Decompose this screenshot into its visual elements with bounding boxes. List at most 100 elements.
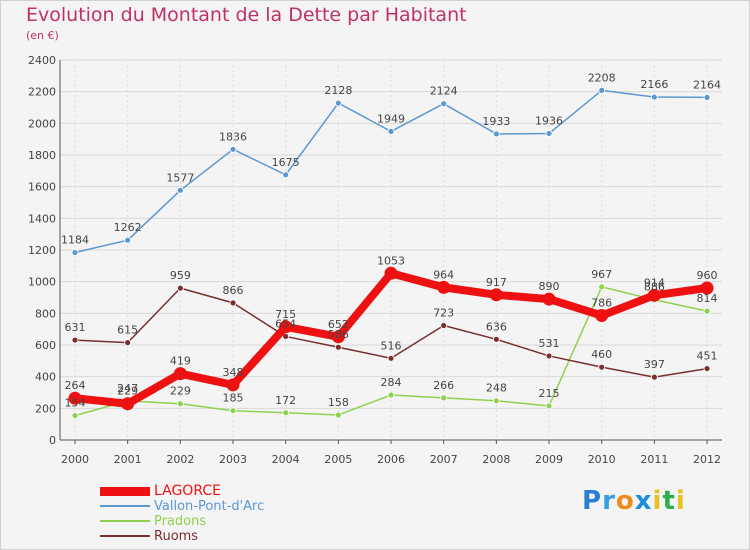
y-tick-label: 1600 — [28, 181, 56, 194]
x-tick-label: 2001 — [114, 453, 142, 466]
y-tick-label: 1000 — [28, 276, 56, 289]
y-tick-label: 600 — [35, 339, 56, 352]
data-label-lagorce: 715 — [275, 308, 296, 321]
data-label-ruoms: 631 — [65, 321, 86, 334]
x-tick-label: 2010 — [588, 453, 616, 466]
data-label-lagorce: 229 — [117, 385, 138, 398]
data-point-ruoms — [703, 365, 711, 372]
data-point-ruoms — [71, 336, 79, 344]
series-layer — [68, 87, 714, 420]
data-label-lagorce: 890 — [539, 280, 560, 293]
data-label-ruoms: 723 — [433, 307, 454, 320]
proxiti-logo: Proxiti — [582, 486, 686, 516]
data-point-vallon-pont-d-arc — [703, 93, 711, 101]
data-point-pradons — [229, 407, 237, 415]
data-point-lagorce — [595, 309, 609, 323]
data-point-ruoms — [176, 284, 184, 292]
data-label-pradons: 247 — [117, 382, 138, 395]
data-label-vallon-pont-d-arc: 1836 — [219, 130, 247, 143]
data-label-vallon-pont-d-arc: 2128 — [324, 84, 352, 97]
data-point-ruoms — [440, 322, 448, 329]
data-point-pradons — [545, 402, 553, 410]
data-label-lagorce: 786 — [591, 297, 612, 310]
logo-letter: x — [634, 486, 653, 516]
data-label-lagorce: 419 — [170, 355, 191, 368]
data-point-lagorce — [489, 288, 503, 302]
data-label-pradons: 248 — [486, 382, 507, 395]
legend-swatch-ruoms — [100, 535, 150, 537]
data-point-ruoms — [545, 352, 553, 360]
data-label-vallon-pont-d-arc: 1262 — [114, 221, 142, 234]
data-label-lagorce: 964 — [433, 268, 454, 281]
data-label-ruoms: 636 — [486, 320, 507, 333]
logo-letter: i — [675, 486, 686, 516]
y-tick-label: 1200 — [28, 244, 56, 257]
data-point-vallon-pont-d-arc — [387, 128, 395, 135]
data-point-lagorce — [226, 378, 240, 392]
data-label-ruoms: 866 — [223, 284, 244, 297]
data-label-vallon-pont-d-arc: 1933 — [482, 115, 510, 128]
y-tick-label: 2200 — [28, 86, 56, 99]
data-label-vallon-pont-d-arc: 2164 — [693, 78, 721, 91]
data-point-ruoms — [387, 354, 395, 362]
x-tick-label: 2003 — [219, 453, 247, 466]
data-point-ruoms — [492, 335, 500, 343]
legend-label-lagorce: LAGORCE — [154, 483, 221, 499]
data-label-lagorce: 1053 — [377, 254, 405, 267]
data-label-pradons: 158 — [328, 396, 349, 409]
data-label-pradons: 185 — [223, 392, 244, 405]
data-point-lagorce — [68, 391, 82, 405]
data-point-pradons — [176, 400, 184, 408]
data-point-pradons — [440, 394, 448, 402]
data-point-lagorce — [279, 320, 293, 334]
data-point-vallon-pont-d-arc — [229, 145, 237, 153]
y-tick-label: 400 — [35, 371, 56, 384]
data-point-ruoms — [124, 339, 132, 347]
data-label-ruoms: 516 — [381, 339, 402, 352]
data-labels-layer: 1184 1262 1577 1836 1675 2128 1949 2124 1933 1936… — [61, 71, 721, 409]
data-point-vallon-pont-d-arc — [334, 99, 342, 107]
data-label-ruoms: 531 — [539, 337, 560, 350]
data-label-pradons: 814 — [697, 292, 718, 305]
data-point-pradons — [282, 409, 290, 417]
x-tick-label: 2002 — [166, 453, 194, 466]
data-point-pradons — [703, 307, 711, 315]
data-point-lagorce — [121, 397, 135, 411]
y-tick-label: 2000 — [28, 117, 56, 130]
legend-swatch-vallon-pont-d-arc — [100, 505, 150, 507]
data-label-lagorce: 914 — [644, 276, 665, 289]
data-point-vallon-pont-d-arc — [71, 249, 79, 256]
data-point-vallon-pont-d-arc — [598, 87, 606, 94]
legend-label-vallon-pont-d-arc: Vallon-Pont-d'Arc — [154, 499, 265, 514]
data-point-pradons — [71, 412, 79, 420]
data-label-vallon-pont-d-arc: 1577 — [166, 171, 194, 184]
data-label-ruoms: 959 — [170, 269, 191, 282]
x-tick-label: 2005 — [324, 453, 352, 466]
data-point-pradons — [598, 283, 606, 291]
data-point-vallon-pont-d-arc — [492, 130, 500, 138]
data-point-lagorce — [647, 288, 661, 302]
x-tick-label: 2008 — [482, 453, 510, 466]
data-label-vallon-pont-d-arc: 1184 — [61, 234, 89, 247]
data-point-ruoms — [650, 373, 658, 381]
data-label-pradons: 229 — [170, 385, 191, 398]
data-point-pradons — [334, 411, 342, 419]
data-label-vallon-pont-d-arc: 2166 — [640, 78, 668, 91]
data-label-lagorce: 960 — [697, 269, 718, 282]
legend-swatch-pradons — [100, 520, 150, 522]
data-label-lagorce: 652 — [328, 318, 349, 331]
data-label-vallon-pont-d-arc: 2124 — [430, 85, 458, 98]
data-point-ruoms — [282, 333, 290, 340]
y-tick-label: 1800 — [28, 149, 56, 162]
data-point-pradons — [387, 391, 395, 399]
data-point-lagorce — [700, 281, 714, 295]
x-tick-label: 2006 — [377, 453, 405, 466]
data-label-ruoms: 451 — [697, 350, 718, 363]
legend-swatch-lagorce — [100, 487, 150, 496]
data-label-vallon-pont-d-arc: 2208 — [588, 71, 616, 84]
x-tick-label: 2012 — [693, 453, 721, 466]
data-point-lagorce — [331, 330, 345, 344]
chart-title: Evolution du Montant de la Dette par Hab… — [26, 4, 467, 26]
x-tick-label: 2000 — [61, 453, 89, 466]
